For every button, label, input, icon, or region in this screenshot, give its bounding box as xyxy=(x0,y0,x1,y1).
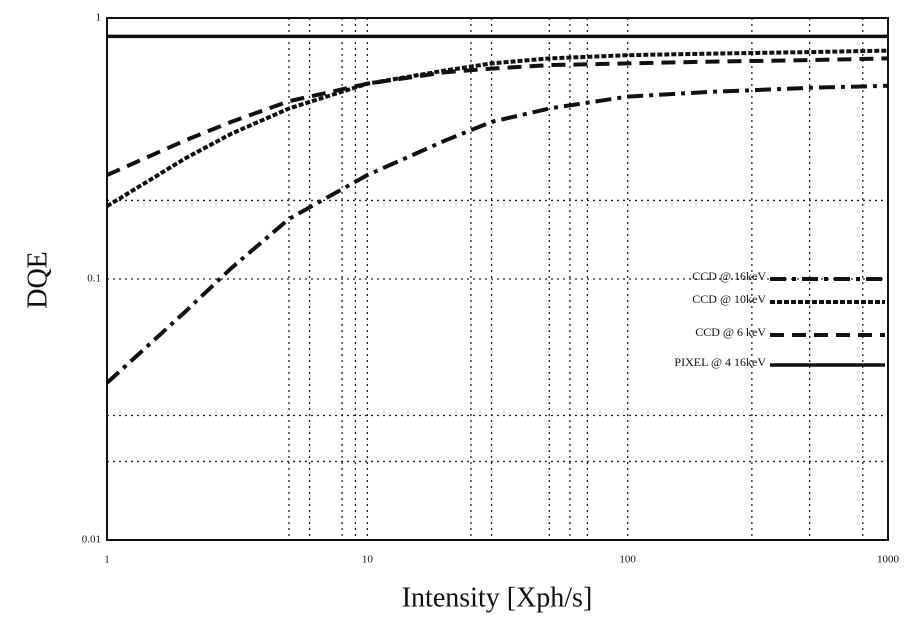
x-tick-label: 1000 xyxy=(877,554,900,566)
data-line xyxy=(105,83,889,385)
plot-frame xyxy=(106,17,889,541)
legend-label: PIXEL @ 4 16keV xyxy=(674,355,766,369)
legend-label: CCD @ 10keV xyxy=(692,292,766,306)
y-axis-title: DQE xyxy=(22,251,53,309)
legend-label: CCD @ 6 keV xyxy=(695,325,766,339)
y-tick-label: 1 xyxy=(96,12,102,24)
legend-label: CCD @ 16keV xyxy=(692,269,766,283)
x-tick-label: 100 xyxy=(619,554,636,566)
x-tick-label: 10 xyxy=(362,554,374,566)
data-line xyxy=(106,56,889,177)
x-axis-title: Intensity [Xph/s] xyxy=(402,582,593,613)
y-tick-label: 0.01 xyxy=(82,534,101,546)
y-tick-label: 0.1 xyxy=(87,273,101,285)
x-tick-label: 1 xyxy=(104,554,110,566)
data-line xyxy=(105,48,889,208)
